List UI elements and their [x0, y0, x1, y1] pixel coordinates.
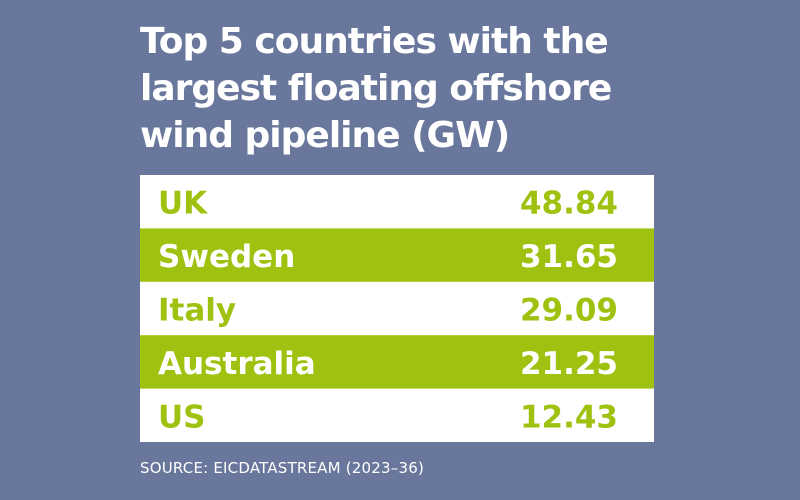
- ranking-table: UK 48.84 Sweden 31.65 Italy 29.09 Australia 21.…: [140, 175, 654, 442]
- table-row: US 12.43: [140, 388, 654, 442]
- value-label: 29.09: [520, 293, 618, 329]
- source-note: SOURCE: EICDATASTREAM (2023–36): [140, 459, 424, 477]
- country-label: Sweden: [158, 239, 295, 275]
- table-row-background: [140, 281, 654, 336]
- country-label: Italy: [158, 293, 236, 329]
- table-row: Sweden 31.65: [140, 228, 654, 283]
- table-row: Italy 29.09: [140, 281, 654, 336]
- table-row-background: [140, 335, 654, 390]
- value-label: 21.25: [520, 346, 618, 382]
- table-row: Australia 21.25: [140, 335, 654, 390]
- chart-title: Top 5 countries with the largest floatin…: [140, 18, 700, 159]
- country-label: UK: [158, 186, 208, 222]
- value-label: 31.65: [520, 239, 618, 275]
- title-line-2: largest floating offshore: [140, 68, 612, 109]
- value-label: 48.84: [520, 186, 618, 222]
- table-row-background: [140, 228, 654, 283]
- country-label: Australia: [158, 346, 316, 382]
- table-row-background: [140, 175, 654, 229]
- ranking-table-svg: UK 48.84 Sweden 31.65 Italy 29.09 Australia 21.…: [140, 175, 654, 442]
- title-line-3: wind pipeline (GW): [140, 115, 510, 156]
- table-row: UK 48.84: [140, 175, 654, 229]
- title-line-1: Top 5 countries with the: [140, 21, 609, 62]
- country-label: US: [158, 399, 206, 435]
- value-label: 12.43: [520, 399, 618, 435]
- table-row-background: [140, 388, 654, 442]
